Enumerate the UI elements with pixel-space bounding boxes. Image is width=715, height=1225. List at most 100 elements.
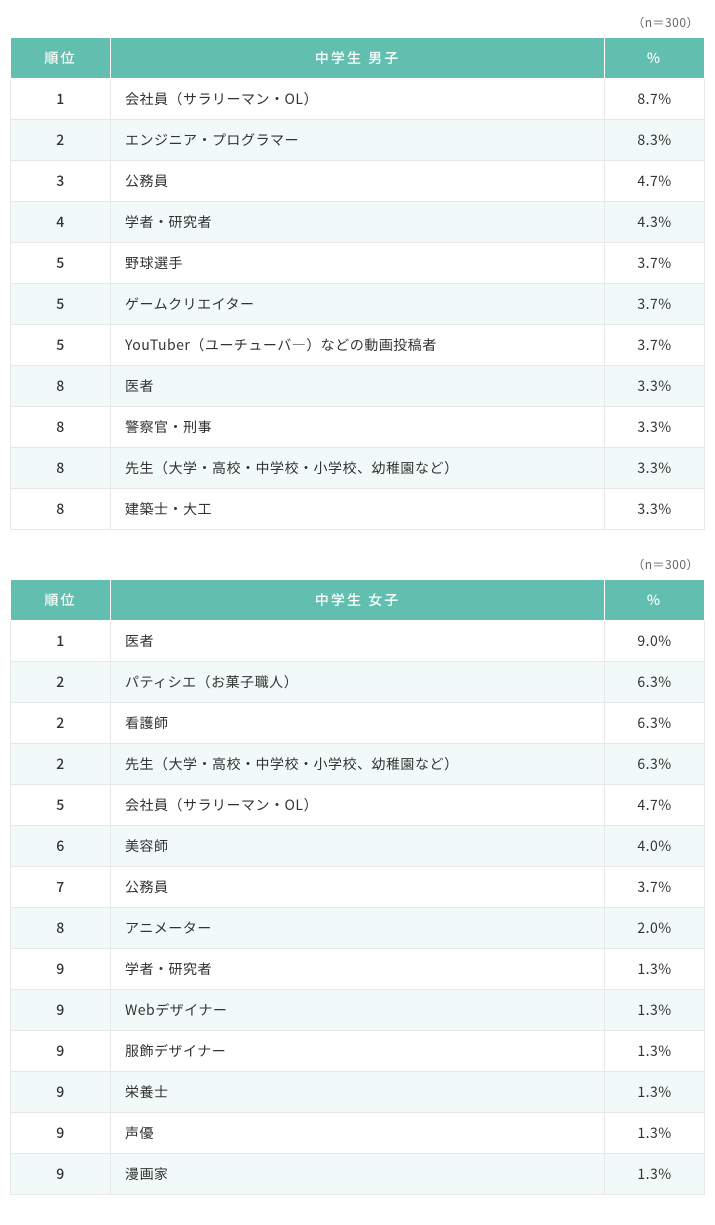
table-row: 8先生（大学・高校・中学校・小学校、幼稚園など）3.3% [11, 448, 705, 489]
table-row: 9服飾デザイナー1.3% [11, 1031, 705, 1072]
table-row: 9栄養士1.3% [11, 1072, 705, 1113]
cell-percent: 1.3% [605, 1031, 705, 1072]
cell-percent: 3.3% [605, 366, 705, 407]
cell-name: ゲームクリエイター [111, 284, 605, 325]
cell-percent: 1.3% [605, 949, 705, 990]
table-row: 5YouTuber（ユーチューバ―）などの動画投稿者3.7% [11, 325, 705, 366]
cell-percent: 1.3% [605, 1072, 705, 1113]
table-row: 4学者・研究者4.3% [11, 202, 705, 243]
table-row: 5会社員（サラリーマン・OL）4.7% [11, 785, 705, 826]
cell-name: 美容師 [111, 826, 605, 867]
cell-rank: 9 [11, 1113, 111, 1154]
table-row: 2パティシエ（お菓子職人）6.3% [11, 662, 705, 703]
cell-name: YouTuber（ユーチューバ―）などの動画投稿者 [111, 325, 605, 366]
cell-rank: 8 [11, 448, 111, 489]
cell-name: 野球選手 [111, 243, 605, 284]
col-header-name: 中学生 男子 [111, 38, 605, 79]
cell-percent: 3.7% [605, 325, 705, 366]
cell-name: Webデザイナー [111, 990, 605, 1031]
cell-percent: 3.3% [605, 489, 705, 530]
table-row: 5野球選手3.7% [11, 243, 705, 284]
cell-rank: 5 [11, 284, 111, 325]
cell-percent: 2.0% [605, 908, 705, 949]
cell-rank: 8 [11, 908, 111, 949]
cell-rank: 2 [11, 662, 111, 703]
table-row: 1会社員（サラリーマン・OL）8.7% [11, 79, 705, 120]
cell-percent: 3.3% [605, 448, 705, 489]
cell-name: 声優 [111, 1113, 605, 1154]
table-row: 8アニメーター2.0% [11, 908, 705, 949]
cell-percent: 6.3% [605, 744, 705, 785]
cell-percent: 1.3% [605, 990, 705, 1031]
cell-rank: 9 [11, 1154, 111, 1195]
table-row: 8建築士・大工3.3% [11, 489, 705, 530]
cell-rank: 4 [11, 202, 111, 243]
cell-name: 看護師 [111, 703, 605, 744]
table-row: 8医者3.3% [11, 366, 705, 407]
cell-rank: 3 [11, 161, 111, 202]
cell-rank: 5 [11, 243, 111, 284]
cell-name: アニメーター [111, 908, 605, 949]
cell-rank: 9 [11, 949, 111, 990]
cell-percent: 9.0% [605, 621, 705, 662]
table-row: 2エンジニア・プログラマー8.3% [11, 120, 705, 161]
table-row: 3公務員4.7% [11, 161, 705, 202]
table-row: 5ゲームクリエイター3.7% [11, 284, 705, 325]
cell-name: 服飾デザイナー [111, 1031, 605, 1072]
table-row: 9Webデザイナー1.3% [11, 990, 705, 1031]
cell-rank: 2 [11, 120, 111, 161]
cell-name: 学者・研究者 [111, 949, 605, 990]
table-row: 7公務員3.7% [11, 867, 705, 908]
cell-name: 学者・研究者 [111, 202, 605, 243]
col-header-rank: 順位 [11, 38, 111, 79]
cell-name: 栄養士 [111, 1072, 605, 1113]
sample-size-label: （n＝300） [10, 10, 705, 37]
cell-name: 警察官・刑事 [111, 407, 605, 448]
col-header-percent: % [605, 580, 705, 621]
cell-rank: 2 [11, 744, 111, 785]
cell-percent: 6.3% [605, 662, 705, 703]
cell-percent: 4.7% [605, 161, 705, 202]
col-header-percent: % [605, 38, 705, 79]
cell-rank: 9 [11, 1031, 111, 1072]
col-header-rank: 順位 [11, 580, 111, 621]
cell-percent: 1.3% [605, 1154, 705, 1195]
cell-percent: 3.7% [605, 243, 705, 284]
table-row: 9声優1.3% [11, 1113, 705, 1154]
cell-percent: 3.7% [605, 867, 705, 908]
cell-percent: 1.3% [605, 1113, 705, 1154]
cell-name: 建築士・大工 [111, 489, 605, 530]
cell-rank: 9 [11, 990, 111, 1031]
table-row: 6美容師4.0% [11, 826, 705, 867]
cell-rank: 8 [11, 489, 111, 530]
cell-name: 医者 [111, 366, 605, 407]
cell-name: パティシエ（お菓子職人） [111, 662, 605, 703]
cell-name: 先生（大学・高校・中学校・小学校、幼稚園など） [111, 448, 605, 489]
table-row: 1医者9.0% [11, 621, 705, 662]
cell-percent: 3.7% [605, 284, 705, 325]
cell-rank: 8 [11, 366, 111, 407]
cell-rank: 6 [11, 826, 111, 867]
cell-name: 会社員（サラリーマン・OL） [111, 79, 605, 120]
col-header-name: 中学生 女子 [111, 580, 605, 621]
table-row: 2看護師6.3% [11, 703, 705, 744]
ranking-table: 順位中学生 女子%1医者9.0%2パティシエ（お菓子職人）6.3%2看護師6.3… [10, 579, 705, 1195]
cell-percent: 8.7% [605, 79, 705, 120]
cell-percent: 4.7% [605, 785, 705, 826]
cell-rank: 9 [11, 1072, 111, 1113]
cell-name: 先生（大学・高校・中学校・小学校、幼稚園など） [111, 744, 605, 785]
cell-name: 公務員 [111, 161, 605, 202]
table-row: 8警察官・刑事3.3% [11, 407, 705, 448]
cell-rank: 5 [11, 785, 111, 826]
sample-size-label: （n＝300） [10, 552, 705, 579]
cell-percent: 4.0% [605, 826, 705, 867]
cell-name: 漫画家 [111, 1154, 605, 1195]
cell-percent: 3.3% [605, 407, 705, 448]
cell-name: 会社員（サラリーマン・OL） [111, 785, 605, 826]
cell-name: エンジニア・プログラマー [111, 120, 605, 161]
cell-rank: 1 [11, 79, 111, 120]
cell-rank: 1 [11, 621, 111, 662]
table-row: 2先生（大学・高校・中学校・小学校、幼稚園など）6.3% [11, 744, 705, 785]
table-row: 9学者・研究者1.3% [11, 949, 705, 990]
cell-rank: 5 [11, 325, 111, 366]
